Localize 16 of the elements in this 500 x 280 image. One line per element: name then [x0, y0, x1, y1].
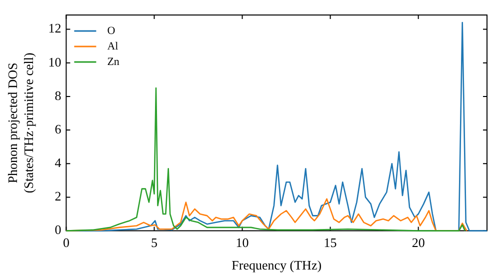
x-tick-label: 15	[324, 235, 337, 250]
legend-label: O	[107, 24, 116, 37]
y-tick-label: 0	[54, 222, 62, 238]
x-tick-label: 20	[412, 235, 425, 250]
x-axis-title: Frequency (THz)	[232, 258, 322, 273]
x-tick-label: 5	[150, 235, 158, 250]
legend-label: Zn	[107, 56, 120, 68]
y-tick-label: 8	[54, 88, 62, 103]
legend-label: Al	[107, 40, 118, 52]
y-axis-title: Phonon projected DOS (States/THz·primitive cell)	[5, 52, 36, 194]
y-tick-label: 12	[48, 20, 62, 36]
x-tick-label: 10	[236, 235, 249, 250]
y-tick-label: 2	[54, 188, 62, 204]
y-tick-label: 10	[48, 54, 62, 70]
y-tick-label: 6	[54, 121, 62, 136]
y-tick-label: 4	[54, 155, 62, 170]
